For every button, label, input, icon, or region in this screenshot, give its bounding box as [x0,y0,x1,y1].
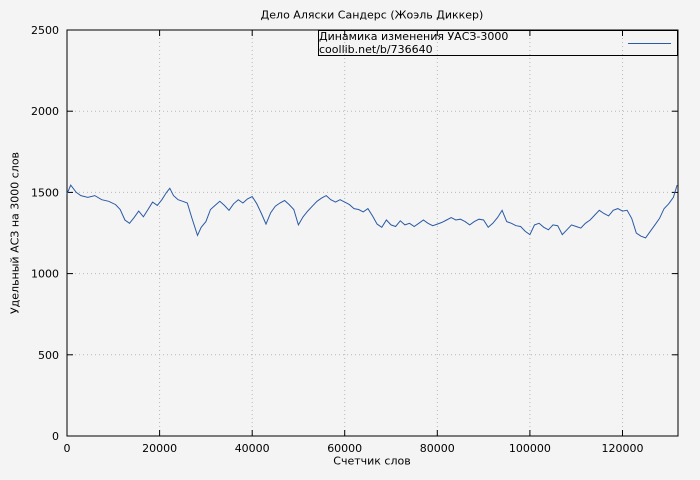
x-tick-label: 0 [64,442,71,455]
y-tick-label: 1000 [31,268,59,281]
y-tick-label: 1500 [31,186,59,199]
x-tick-label: 40000 [235,442,270,455]
chart-title: Дело Аляски Сандерс (Жоэль Диккер) [260,8,484,22]
series-line [66,184,678,239]
legend-line-sample-icon [627,42,671,44]
x-tick-label: 100000 [509,442,551,455]
plot-border [66,29,679,437]
y-tick-label: 2000 [31,105,59,118]
legend-series-label: Динамика изменения УАСЗ-3000 coollib.net… [319,30,509,56]
y-tick-label: 0 [52,430,59,443]
x-tick-label: 80000 [420,442,455,455]
y-tick-label: 2500 [31,24,59,37]
legend: Динамика изменения УАСЗ-3000 coollib.net… [318,30,678,56]
x-axis-label: Счетчик слов [333,454,411,468]
y-tick-label: 500 [38,349,59,362]
x-tick-label: 20000 [142,442,177,455]
x-tick-label: 60000 [327,442,362,455]
y-axis-label: Удельный АСЗ на 3000 слов [8,151,22,315]
x-tick-label: 120000 [602,442,644,455]
